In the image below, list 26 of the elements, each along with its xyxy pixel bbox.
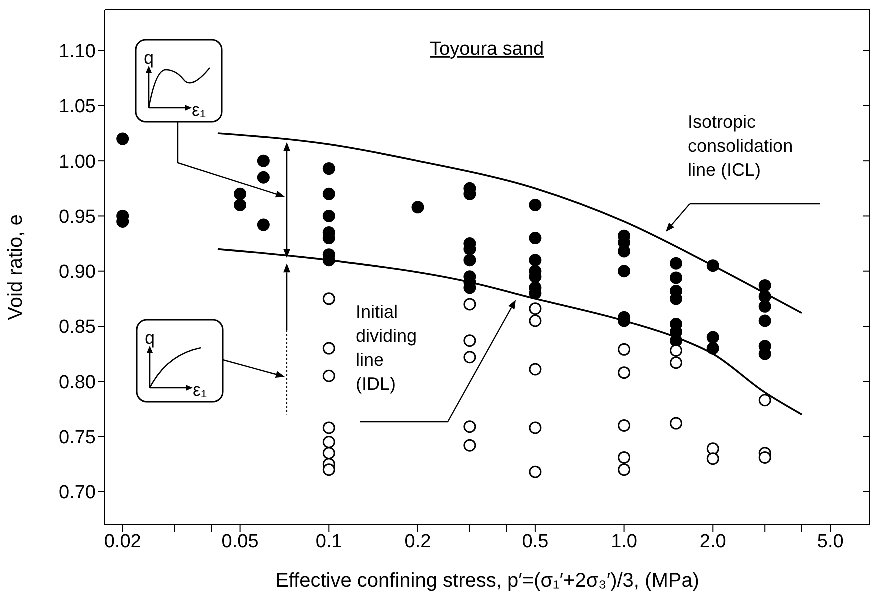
annotation: Isotropic consolidation line (ICL) [688, 112, 794, 180]
y-tick-label: 0.80 [59, 372, 96, 394]
x-tick-label: 5.0 [817, 531, 844, 552]
x-tick-label: 0.5 [522, 531, 549, 552]
x-tick-label: 0.1 [316, 531, 342, 552]
x-tick-label: 2.0 [700, 531, 726, 552]
annotation: q [144, 48, 154, 68]
y-tick-label: 1.00 [59, 152, 96, 173]
y-tick-label: 0.70 [59, 482, 96, 504]
annotation: Initial dividing line (IDL) [356, 302, 418, 394]
y-axis-title: Void ratio, e [5, 214, 28, 320]
annotation: ε₁ [193, 380, 208, 400]
y-tick-label: 0.85 [59, 317, 96, 338]
x-tick-label: 1.0 [611, 531, 638, 552]
y-tick-label: 0.95 [59, 206, 96, 228]
x-tick-label: 0.02 [104, 531, 142, 552]
annotation: ε₁ [192, 100, 206, 120]
x-tick-label: 0.05 [222, 531, 259, 552]
text: Toyoura sand [430, 39, 544, 60]
y-tick-label: 1.10 [59, 42, 96, 63]
y-tick-label: 1.05 [59, 96, 96, 118]
y-tick-label: 0.75 [59, 428, 96, 449]
x-axis-title: Effective confining stress, p′=(σ₁′+2σ₃′)/3, (MPa) [276, 570, 700, 592]
annotation: q [145, 328, 156, 348]
y-tick-label: 0.90 [59, 262, 96, 284]
x-tick-label: 0.2 [404, 531, 432, 552]
